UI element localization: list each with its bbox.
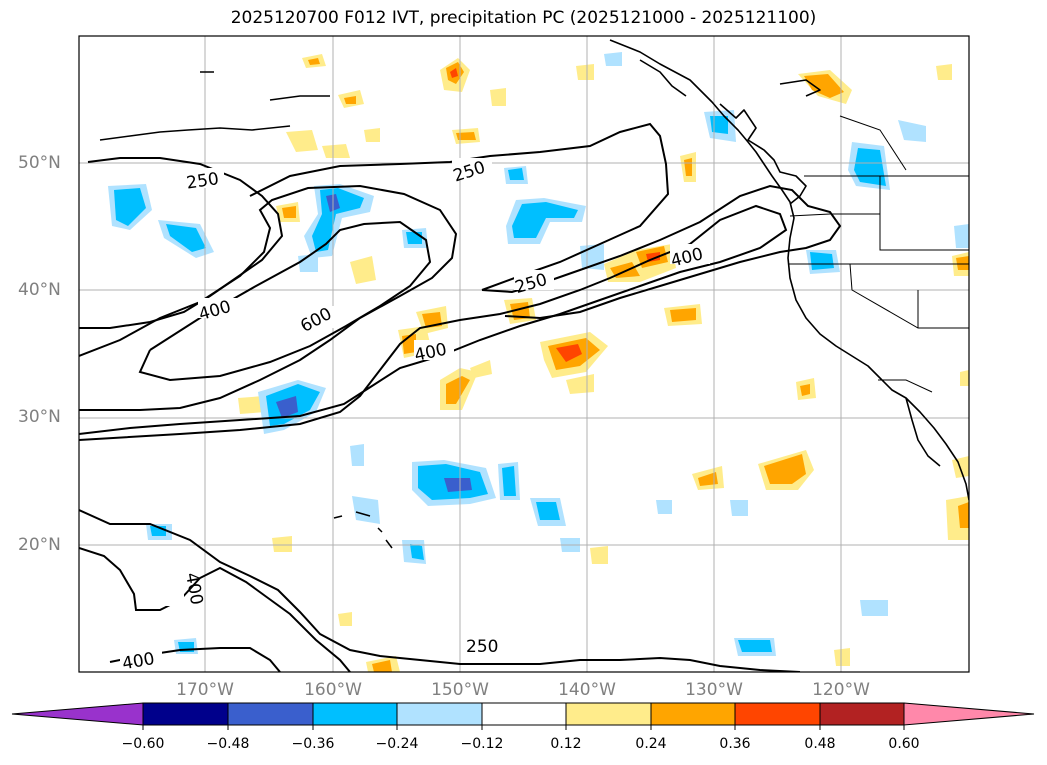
colorbar-segment-over <box>903 702 1035 726</box>
ivt-contours <box>79 122 842 672</box>
lon-label-130w: 130°W <box>685 680 743 700</box>
colorbar-tick-label: 0.24 <box>635 736 667 752</box>
lon-label-150w: 150°W <box>431 680 489 700</box>
colorbar-tick-label: 0.48 <box>804 736 836 752</box>
lon-label-170w: 170°W <box>176 680 234 700</box>
map-gridlines <box>79 36 969 672</box>
contour-label: 400 <box>181 571 206 606</box>
precip-negative-blobs <box>108 52 969 656</box>
colorbar-segment <box>819 702 905 726</box>
lat-label-20n: 20°N <box>18 535 61 555</box>
colorbar-tick-label: 0.60 <box>888 736 920 752</box>
map-frame <box>78 35 970 673</box>
colorbar-tick-label: 0.12 <box>550 736 582 752</box>
map-title: 2025120700 F012 IVT, precipitation PC (2… <box>230 8 817 28</box>
lat-label-50n: 50°N <box>18 153 61 173</box>
colorbar-tick-label: 0.36 <box>719 736 751 752</box>
colorbar <box>11 702 1035 730</box>
coastlines <box>609 39 969 501</box>
lat-label-40n: 40°N <box>18 280 61 300</box>
lon-label-120w: 120°W <box>812 680 870 700</box>
colorbar-segment <box>734 702 821 726</box>
contour-label: 400 <box>121 649 156 674</box>
contour-label: 250 <box>185 169 220 193</box>
contour-label: 250 <box>466 637 498 657</box>
colorbar-segment <box>396 702 483 726</box>
colorbar-segment <box>565 702 652 726</box>
lon-label-140w: 140°W <box>558 680 616 700</box>
state-borders <box>788 115 969 393</box>
colorbar-segment <box>227 702 314 726</box>
island-chains <box>99 71 393 549</box>
colorbar-tick-label: −0.12 <box>460 736 504 752</box>
colorbar-segment <box>481 702 567 726</box>
colorbar-segment-under <box>11 702 144 726</box>
colorbar-tick-label: −0.48 <box>206 736 250 752</box>
colorbar-segment <box>312 702 398 726</box>
contour-label-backgrounds <box>120 158 710 668</box>
colorbar-tick-label: −0.36 <box>291 736 335 752</box>
lon-label-160w: 160°W <box>304 680 362 700</box>
colorbar-segment <box>142 702 229 726</box>
colorbar-segment <box>650 702 736 726</box>
colorbar-tick-label: −0.60 <box>121 736 165 752</box>
colorbar-tick-label: −0.24 <box>375 736 419 752</box>
lat-label-30n: 30°N <box>18 407 61 427</box>
